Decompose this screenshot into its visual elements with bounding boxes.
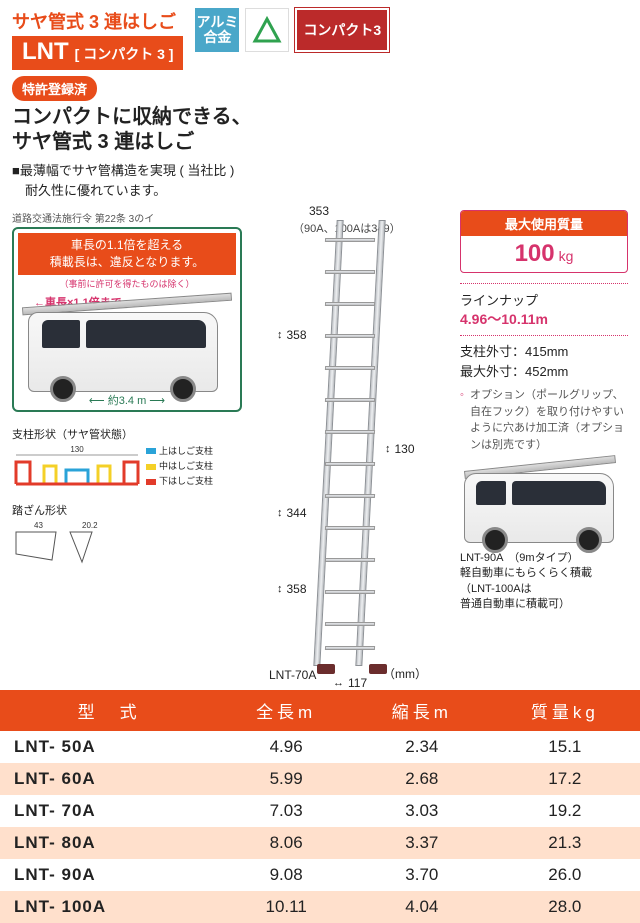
van-dimension: 約3.4 m [48, 392, 206, 408]
cross-section-label: 支柱形状（サヤ管状態） [12, 426, 242, 442]
cross-section-legend: 上はしご支柱 中はしご支柱 下はしご支柱 [146, 444, 213, 490]
svg-text:130: 130 [70, 445, 84, 454]
unit-mm: （mm） [383, 665, 427, 682]
cell-value: 8.06 [218, 827, 354, 859]
cell-model: LNT- 70A [0, 795, 218, 827]
cross-section-diagram: 130 [12, 444, 142, 492]
warning-box: 車長の1.1倍を超える 積載長は、違反となります。 （事前に許可を得たものは除く… [12, 227, 242, 412]
header: サヤ管式 3 連はしご LNT [ コンパクト 3 ] アルミ 合金 コンパクト… [12, 8, 628, 70]
cell-value: 3.37 [354, 827, 490, 859]
step-shape-diagram: 43 20.2 [12, 520, 122, 568]
cell-value: 26.0 [490, 859, 640, 891]
spec-lines: 支柱外寸：415mm 最大外寸：452mm [460, 342, 628, 381]
dim-130: 130 [385, 442, 415, 456]
step-shape-label: 踏ざん形状 [12, 502, 242, 518]
table-row: LNT- 70A7.033.0319.2 [0, 795, 640, 827]
van-illustration: 車長×1.1倍まで 約3.4 m [18, 294, 236, 406]
model-bar: LNT [ コンパクト 3 ] [12, 36, 183, 70]
model-sub: [ コンパクト 3 ] [75, 44, 174, 64]
lineup-box: ラインナップ 4.96〜10.11m [460, 283, 628, 336]
table-row: LNT- 50A4.962.3415.1 [0, 731, 640, 763]
cell-value: 9.08 [218, 859, 354, 891]
max-load-value: 100kg [461, 236, 627, 272]
ladder-model-label: LNT-70A [269, 668, 316, 682]
max-load-heading: 最大使用質量 [461, 211, 627, 236]
th-mass: 質量kg [490, 690, 640, 731]
svg-text:43: 43 [34, 521, 43, 530]
model-category: サヤ管式 3 連はしご [12, 8, 183, 34]
table-row: LNT- 60A5.992.6817.2 [0, 763, 640, 795]
cell-value: 4.04 [354, 891, 490, 923]
sub-description: ■最薄幅でサヤ管構造を実現 ( 当社比 ) 耐久性に優れています。 [12, 161, 628, 200]
svg-text:20.2: 20.2 [82, 521, 98, 530]
dim-358a: 358 [277, 328, 307, 342]
dim-344: 344 [277, 506, 307, 520]
cell-model: LNT- 80A [0, 827, 218, 859]
model-code: LNT [22, 38, 69, 66]
title-block: サヤ管式 3 連はしご LNT [ コンパクト 3 ] [12, 8, 183, 70]
dim-bottom-width: 117 [333, 676, 367, 690]
swatch-mid-icon [146, 464, 156, 470]
spec-table: 型 式 全長m 縮長m 質量kg LNT- 50A4.962.3415.1LNT… [0, 690, 640, 923]
max-load-box: 最大使用質量 100kg [460, 210, 628, 273]
dim-top-width: 353 [309, 204, 329, 218]
swatch-top-icon [146, 448, 156, 454]
patent-tag: 特許登録済 [12, 76, 97, 101]
right-column: 最大使用質量 100kg ラインナップ 4.96〜10.11m 支柱外寸：415… [460, 210, 628, 680]
option-note: オプション（ポールグリップ、自在フック）を取り付けやすいように穴あけ加工済（オプ… [460, 387, 628, 453]
badge-assoc-icon [245, 8, 289, 52]
table-row: LNT- 100A10.114.0428.0 [0, 891, 640, 923]
cell-model: LNT- 60A [0, 763, 218, 795]
cell-value: 10.11 [218, 891, 354, 923]
th-short: 縮長m [354, 690, 490, 731]
cell-value: 2.34 [354, 731, 490, 763]
cell-value: 7.03 [218, 795, 354, 827]
badges: アルミ 合金 コンパクト3 [195, 8, 389, 52]
van-icon [28, 312, 218, 392]
lineup-range: 4.96〜10.11m [460, 309, 628, 329]
van2-caption: LNT-90A （9mタイプ） 軽自動車にもらくらく積載 （LNT-100Aは … [460, 551, 628, 613]
cell-value: 28.0 [490, 891, 640, 923]
table-row: LNT- 90A9.083.7026.0 [0, 859, 640, 891]
lineup-heading: ラインナップ [460, 290, 628, 309]
law-ref: 道路交通法施行令 第22条 3のイ [12, 210, 242, 225]
van2-icon [464, 473, 614, 543]
van2-illustration: LNT-90A （9mタイプ） 軽自動車にもらくらく積載 （LNT-100Aは … [460, 461, 628, 613]
headline: コンパクトに収納できる、 サヤ管式 3 連はしご [12, 105, 628, 155]
cell-value: 4.96 [218, 731, 354, 763]
table-header-row: 型 式 全長m 縮長m 質量kg [0, 690, 640, 731]
cell-value: 17.2 [490, 763, 640, 795]
cell-value: 19.2 [490, 795, 640, 827]
left-column: 道路交通法施行令 第22条 3のイ 車長の1.1倍を超える 積載長は、違反となり… [12, 210, 242, 680]
cell-model: LNT- 90A [0, 859, 218, 891]
ladder-diagram: 353 （90A、100Aは349） 35 [271, 210, 431, 680]
th-full: 全長m [218, 690, 354, 731]
badge-compact3: コンパクト3 [295, 8, 389, 52]
swatch-bot-icon [146, 479, 156, 485]
dim-358b: 358 [277, 582, 307, 596]
ladder-column: 353 （90A、100Aは349） 35 [250, 210, 452, 680]
cell-model: LNT- 50A [0, 731, 218, 763]
badge-alumi: アルミ 合金 [195, 8, 239, 52]
warning-note: （事前に許可を得たものは除く） [18, 277, 236, 290]
cell-value: 3.70 [354, 859, 490, 891]
cell-value: 15.1 [490, 731, 640, 763]
cell-model: LNT- 100A [0, 891, 218, 923]
table-row: LNT- 80A8.063.3721.3 [0, 827, 640, 859]
warning-text: 車長の1.1倍を超える 積載長は、違反となります。 [18, 233, 236, 275]
cell-value: 3.03 [354, 795, 490, 827]
th-model: 型 式 [0, 690, 218, 731]
cell-value: 2.68 [354, 763, 490, 795]
cell-value: 21.3 [490, 827, 640, 859]
cell-value: 5.99 [218, 763, 354, 795]
